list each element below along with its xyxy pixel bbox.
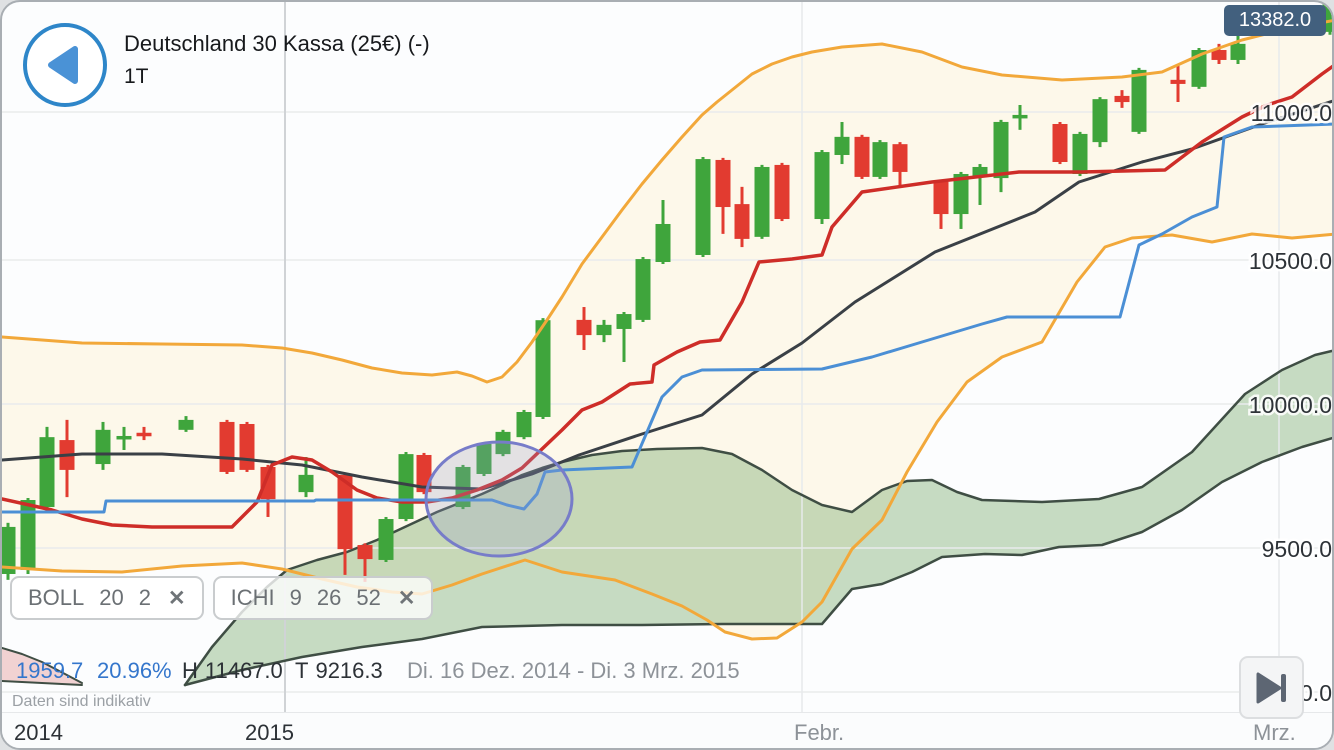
candle-body xyxy=(972,166,988,177)
remove-indicator-icon[interactable]: ✕ xyxy=(397,586,416,610)
bearish-cloud-edge xyxy=(2,680,83,686)
cloud-bottom-edge xyxy=(183,436,1332,687)
indicator-param: 2 xyxy=(138,585,151,610)
candle-body xyxy=(872,142,888,177)
candle-body xyxy=(1322,2,1332,32)
candle-body xyxy=(1052,123,1068,163)
candle-body xyxy=(1072,133,1088,174)
indicator-chip-boll[interactable]: BOLL 20 2 ✕ xyxy=(10,576,204,620)
candle-body xyxy=(616,314,632,329)
change-absolute: 1959.7 xyxy=(16,658,84,683)
bollinger-upper-line xyxy=(2,19,1332,384)
y-axis-label: 11000.0 xyxy=(1251,100,1332,126)
candle-body xyxy=(1012,114,1028,119)
back-arrow-icon xyxy=(48,46,78,84)
candle-body xyxy=(814,152,830,220)
candle-body xyxy=(95,429,111,465)
candle-body xyxy=(516,412,532,438)
indicator-chips: BOLL 20 2 ✕ ICHI 9 26 52 ✕ xyxy=(10,576,434,620)
candle-body xyxy=(635,259,651,320)
high-label: H xyxy=(182,658,198,683)
candle-body xyxy=(1131,69,1147,132)
back-button[interactable] xyxy=(23,23,107,107)
candle-body xyxy=(576,319,592,336)
candle-body xyxy=(695,159,711,255)
candle-body xyxy=(1211,50,1227,60)
candle-body xyxy=(734,204,750,239)
kijun-line xyxy=(2,122,1332,514)
bearish-cloud-edge xyxy=(2,647,83,684)
candle-body xyxy=(1092,99,1108,143)
candle-body xyxy=(596,324,612,336)
timeframe-label[interactable]: 1T xyxy=(124,65,149,88)
indicator-name: BOLL xyxy=(28,585,85,610)
period-low: T 9216.3 xyxy=(295,658,383,684)
candle-body xyxy=(337,474,353,550)
ichimoku-cloud-bullish xyxy=(185,350,1332,685)
y-axis-label: 10500.0 xyxy=(1249,248,1332,274)
candle-body xyxy=(357,545,373,560)
x-axis-label: Mrz. xyxy=(1253,720,1296,745)
remove-indicator-icon[interactable]: ✕ xyxy=(168,586,186,610)
candle-body xyxy=(476,443,492,474)
cloud-top-edge xyxy=(183,349,1332,687)
indicator-chip-ichi[interactable]: ICHI 9 26 52 ✕ xyxy=(212,576,434,620)
indicator-param: 9 xyxy=(289,585,302,610)
candle-body xyxy=(535,320,551,417)
candle-body xyxy=(953,173,969,215)
candle-body xyxy=(655,223,671,263)
skip-to-end-icon xyxy=(1256,672,1286,703)
candle-body xyxy=(834,136,850,155)
skip-to-end-button[interactable] xyxy=(1239,656,1304,719)
disclaimer-text: Daten sind indikativ xyxy=(12,693,151,710)
candle-body xyxy=(239,423,255,470)
x-axis-label: 2015 xyxy=(245,720,294,745)
candle-body xyxy=(1114,95,1130,103)
candle-body xyxy=(39,437,55,508)
candle-body xyxy=(892,144,908,172)
candle-body xyxy=(260,466,276,500)
y-axis-label: 9500.0 xyxy=(1262,536,1332,562)
period-high: H 11467.0 xyxy=(182,658,283,684)
indicator-param: 52 xyxy=(356,585,381,610)
candle-body xyxy=(1170,79,1186,84)
candle-body xyxy=(178,419,194,430)
candle-body xyxy=(136,432,152,437)
indicator-param: 26 xyxy=(316,585,342,610)
candle-body xyxy=(715,159,731,208)
candle-body xyxy=(993,121,1009,179)
candle-body xyxy=(1230,43,1246,60)
candle-body xyxy=(116,435,132,440)
candle-body xyxy=(20,500,36,570)
instrument-title: Deutschland 30 Kassa (25€) (-) xyxy=(124,31,430,56)
candle-body xyxy=(378,519,394,560)
candle-body xyxy=(754,166,770,237)
price-badge: 13382.0 xyxy=(1224,5,1326,36)
y-axis-label: 10000.0 xyxy=(1249,392,1332,418)
annotation-circle xyxy=(424,440,574,558)
candle-body xyxy=(298,474,314,493)
change-percent: 20.96% xyxy=(97,658,172,683)
candle-body xyxy=(933,181,949,215)
candle-body xyxy=(219,421,235,472)
tenkan-line xyxy=(2,64,1332,529)
x-axis: 2014 2015 Febr. Mrz. xyxy=(2,712,1332,748)
low-label: T xyxy=(295,658,309,683)
candle-body xyxy=(1191,50,1207,87)
high-value: 11467.0 xyxy=(204,658,283,683)
ichimoku-cloud-bearish xyxy=(2,648,82,685)
indicator-param: 20 xyxy=(99,585,124,610)
x-axis-label: Febr. xyxy=(794,720,845,745)
candle-body xyxy=(2,526,16,574)
x-axis-label: 2014 xyxy=(14,720,63,745)
low-value: 9216.3 xyxy=(315,658,383,683)
candle-body xyxy=(854,136,870,177)
date-range: Di. 16 Dez. 2014 - Di. 3 Mrz. 2015 xyxy=(407,658,740,683)
indicator-name: ICHI xyxy=(230,585,275,610)
candle-body xyxy=(774,164,790,220)
